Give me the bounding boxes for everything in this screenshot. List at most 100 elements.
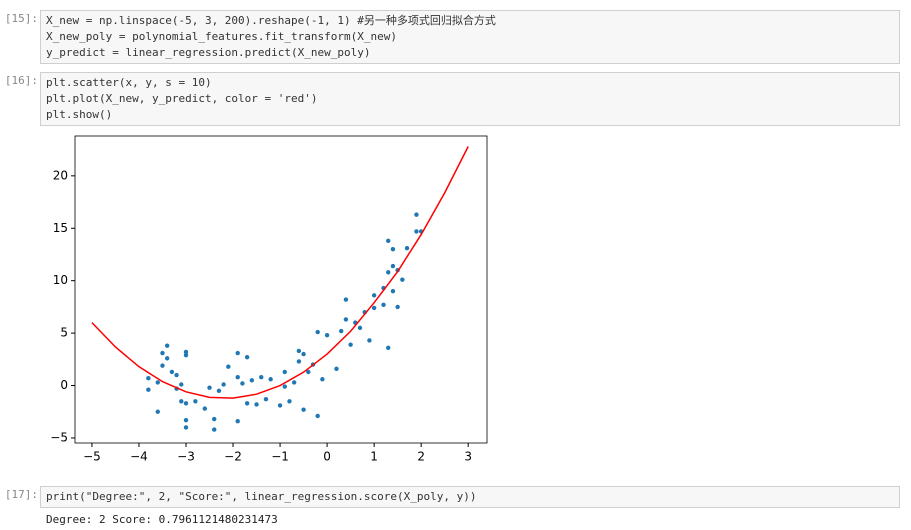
scatter-point bbox=[390, 263, 396, 269]
scatter-point bbox=[301, 407, 306, 412]
scatter-point bbox=[155, 380, 160, 385]
y-tick-label: 0 bbox=[60, 378, 68, 392]
scatter-point bbox=[259, 374, 264, 380]
scatter-point bbox=[164, 343, 170, 348]
prompt: [15]: bbox=[4, 12, 38, 25]
scatter-point bbox=[235, 418, 240, 424]
code-input[interactable]: X_new = np.linspace(-5, 3, 200).reshape(… bbox=[40, 10, 900, 64]
scatter-point bbox=[367, 338, 372, 343]
scatter-point bbox=[193, 399, 198, 404]
fit-line bbox=[91, 146, 469, 399]
x-tick-label: −2 bbox=[224, 450, 242, 464]
scatter-point bbox=[339, 328, 344, 334]
x-tick-label: 3 bbox=[464, 450, 472, 464]
scatter-point bbox=[169, 369, 175, 375]
scatter-point bbox=[183, 349, 189, 355]
scatter-point bbox=[249, 378, 255, 383]
y-tick-label: −5 bbox=[50, 430, 68, 444]
scatter-point bbox=[296, 348, 302, 354]
scatter-point bbox=[282, 384, 287, 389]
x-tick-label: −3 bbox=[177, 450, 195, 464]
scatter-point bbox=[221, 382, 226, 387]
scatter-point bbox=[212, 427, 217, 432]
code-line: y_predict = linear_regression.predict(X_… bbox=[46, 46, 371, 59]
scatter-point bbox=[306, 369, 311, 375]
scatter-point bbox=[357, 325, 363, 331]
scatter-point bbox=[179, 382, 184, 387]
scatter-point bbox=[155, 409, 160, 414]
scatter-point bbox=[202, 406, 208, 411]
scatter-point bbox=[287, 399, 292, 404]
scatter-point bbox=[174, 372, 179, 378]
scatter-point bbox=[146, 387, 151, 392]
scatter-point bbox=[179, 399, 184, 404]
scatter-point bbox=[414, 212, 419, 217]
scatter-point bbox=[207, 385, 212, 390]
prompt: [17]: bbox=[4, 488, 38, 501]
scatter-point bbox=[268, 377, 273, 382]
scatter-point bbox=[386, 270, 391, 275]
output: Degree: 2 Score: 0.7961121480231473 bbox=[46, 513, 278, 526]
scatter-point bbox=[386, 345, 391, 350]
code-line: plt.scatter(x, y, s = 10) bbox=[46, 76, 212, 89]
y-tick-label: 20 bbox=[53, 168, 68, 182]
code-line: X_new = np.linspace(-5, 3, 200).reshape(… bbox=[46, 14, 496, 27]
code-input[interactable]: plt.scatter(x, y, s = 10) plt.plot(X_new… bbox=[40, 72, 900, 126]
scatter-point bbox=[226, 364, 231, 369]
scatter-point bbox=[216, 388, 222, 393]
scatter-point bbox=[324, 333, 330, 338]
scatter-point bbox=[244, 401, 250, 406]
scatter-point bbox=[160, 350, 165, 356]
code-line: plt.show() bbox=[46, 108, 113, 121]
scatter-point bbox=[404, 245, 410, 251]
scatter-point bbox=[164, 356, 170, 361]
x-tick-label: −1 bbox=[271, 450, 289, 464]
scatter-point bbox=[334, 366, 339, 371]
chart: −5 −4 −3 −2 −1 0 1 2 3 −5 0 5 10 15 20 bbox=[50, 135, 488, 464]
y-tick-label: 5 bbox=[60, 326, 68, 340]
scatter-point bbox=[348, 342, 353, 347]
x-tick-label: −5 bbox=[83, 450, 101, 464]
scatter-point bbox=[183, 417, 189, 423]
scatter-point bbox=[263, 396, 269, 402]
scatter-point bbox=[235, 374, 240, 380]
scatter-point bbox=[282, 369, 287, 375]
x-tick-label: 0 bbox=[323, 450, 331, 464]
code-line: print("Degree:", 2, "Score:", linear_reg… bbox=[46, 490, 477, 503]
scatter-point bbox=[371, 293, 377, 298]
scatter-point bbox=[160, 363, 165, 368]
scatter-point bbox=[254, 402, 259, 407]
code-line: X_new_poly = polynomial_features.fit_tra… bbox=[46, 30, 397, 43]
scatter-point bbox=[315, 329, 320, 335]
scatter-point bbox=[235, 350, 240, 356]
scatter-point bbox=[291, 380, 297, 385]
scatter-point bbox=[277, 403, 283, 408]
scatter-point bbox=[146, 376, 151, 381]
scatter-point bbox=[390, 247, 396, 252]
scatter-point bbox=[315, 413, 320, 419]
scatter-point bbox=[395, 304, 400, 310]
y-tick-label: 15 bbox=[53, 221, 68, 235]
scatter-point bbox=[183, 401, 189, 406]
scatter-point bbox=[244, 355, 250, 360]
code-input[interactable]: print("Degree:", 2, "Score:", linear_reg… bbox=[40, 486, 900, 508]
scatter-point bbox=[183, 352, 189, 358]
x-tick-label: 2 bbox=[417, 450, 425, 464]
scatter-point bbox=[371, 305, 377, 311]
scatter-point bbox=[400, 277, 405, 282]
scatter-point bbox=[320, 377, 325, 382]
scatter-point bbox=[301, 351, 306, 357]
scatter-point bbox=[386, 238, 391, 244]
scatter-point bbox=[343, 317, 349, 322]
scatter-point bbox=[390, 288, 396, 294]
scatter-point bbox=[240, 381, 245, 386]
x-tick-label: 1 bbox=[370, 450, 378, 464]
scatter-point bbox=[381, 302, 386, 308]
scatter-point bbox=[414, 229, 419, 234]
prompt: [16]: bbox=[4, 74, 38, 87]
plot-frame bbox=[74, 135, 488, 444]
code-line: plt.plot(X_new, y_predict, color = 'red'… bbox=[46, 92, 318, 105]
scatter-point bbox=[343, 297, 349, 302]
scatter-point bbox=[212, 416, 217, 422]
